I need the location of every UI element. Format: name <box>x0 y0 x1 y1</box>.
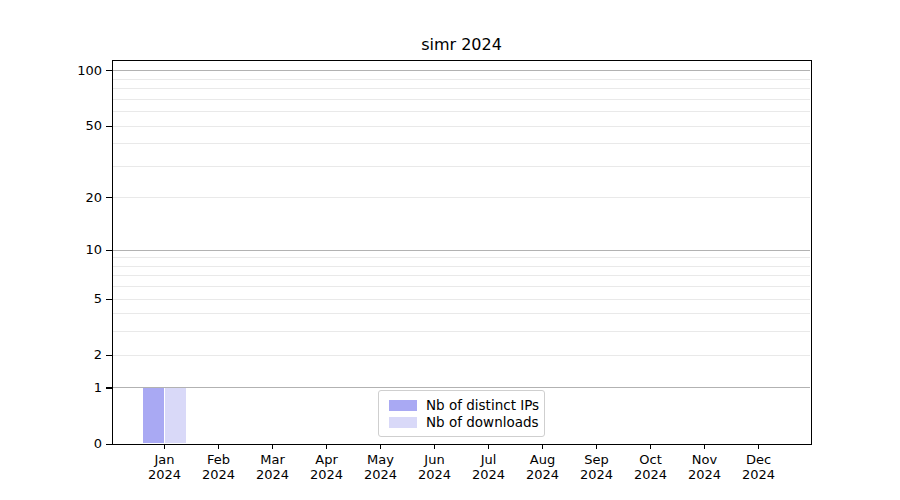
x-tick-mark <box>380 444 381 449</box>
y-tick-mark <box>106 197 112 198</box>
y-tick-label: 20 <box>58 190 102 206</box>
y-tick-mark <box>106 250 112 251</box>
y-tick-label: 2 <box>58 347 102 363</box>
x-tick-label-may: May2024 <box>354 452 408 482</box>
year-label: 2024 <box>408 467 462 482</box>
legend-box: Nb of distinct IPsNb of downloads <box>378 390 545 437</box>
legend-label: Nb of distinct IPs <box>426 397 539 414</box>
y-tick-mark <box>106 299 112 300</box>
x-tick-label-oct: Oct2024 <box>624 452 678 482</box>
y-tick-mark <box>106 70 112 71</box>
x-tick-mark <box>650 444 651 449</box>
x-tick-label-feb: Feb2024 <box>192 452 246 482</box>
y-tick-label: 0 <box>58 436 102 452</box>
x-tick-label-sep: Sep2024 <box>570 452 624 482</box>
month-label: Sep <box>570 452 624 467</box>
x-tick-label-jun: Jun2024 <box>408 452 462 482</box>
plot-area-border <box>112 60 812 445</box>
bar-chart-figure: simr 2024 0125102050100 Jan2024Feb2024Ma… <box>0 0 900 500</box>
x-tick-mark <box>542 444 543 449</box>
month-label: Nov <box>678 452 732 467</box>
month-label: Jun <box>408 452 462 467</box>
x-tick-label-aug: Aug2024 <box>516 452 570 482</box>
x-tick-mark <box>704 444 705 449</box>
month-label: Apr <box>300 452 354 467</box>
year-label: 2024 <box>570 467 624 482</box>
legend-entry: Nb of distinct IPs <box>389 397 534 414</box>
y-tick-mark <box>106 126 112 127</box>
x-tick-label-nov: Nov2024 <box>678 452 732 482</box>
month-label: Dec <box>732 452 786 467</box>
x-tick-mark <box>164 444 165 449</box>
y-tick-mark <box>106 387 112 388</box>
month-label: Aug <box>516 452 570 467</box>
year-label: 2024 <box>624 467 678 482</box>
x-tick-label-jan: Jan2024 <box>138 452 192 482</box>
x-tick-mark <box>272 444 273 449</box>
y-tick-mark <box>106 444 112 445</box>
x-tick-label-apr: Apr2024 <box>300 452 354 482</box>
legend-entry: Nb of downloads <box>389 414 534 431</box>
month-label: Mar <box>246 452 300 467</box>
year-label: 2024 <box>300 467 354 482</box>
x-tick-label-jul: Jul2024 <box>462 452 516 482</box>
year-label: 2024 <box>192 467 246 482</box>
legend-label: Nb of downloads <box>426 414 539 431</box>
x-tick-mark <box>434 444 435 449</box>
year-label: 2024 <box>678 467 732 482</box>
y-tick-label: 5 <box>58 291 102 307</box>
y-tick-label: 100 <box>58 63 102 79</box>
x-tick-label-dec: Dec2024 <box>732 452 786 482</box>
month-label: May <box>354 452 408 467</box>
month-label: Jan <box>138 452 192 467</box>
month-label: Oct <box>624 452 678 467</box>
y-tick-label: 10 <box>58 242 102 258</box>
legend-swatch-icon <box>389 400 417 411</box>
month-label: Jul <box>462 452 516 467</box>
year-label: 2024 <box>246 467 300 482</box>
year-label: 2024 <box>138 467 192 482</box>
year-label: 2024 <box>516 467 570 482</box>
year-label: 2024 <box>732 467 786 482</box>
x-tick-mark <box>488 444 489 449</box>
x-tick-mark <box>218 444 219 449</box>
legend-swatch-icon <box>389 417 417 428</box>
x-tick-mark <box>326 444 327 449</box>
x-tick-mark <box>596 444 597 449</box>
month-label: Feb <box>192 452 246 467</box>
year-label: 2024 <box>354 467 408 482</box>
y-tick-label: 50 <box>58 118 102 134</box>
x-tick-label-mar: Mar2024 <box>246 452 300 482</box>
y-tick-label: 1 <box>58 380 102 396</box>
y-tick-mark <box>106 355 112 356</box>
x-tick-mark <box>758 444 759 449</box>
year-label: 2024 <box>462 467 516 482</box>
chart-title: simr 2024 <box>112 35 811 54</box>
